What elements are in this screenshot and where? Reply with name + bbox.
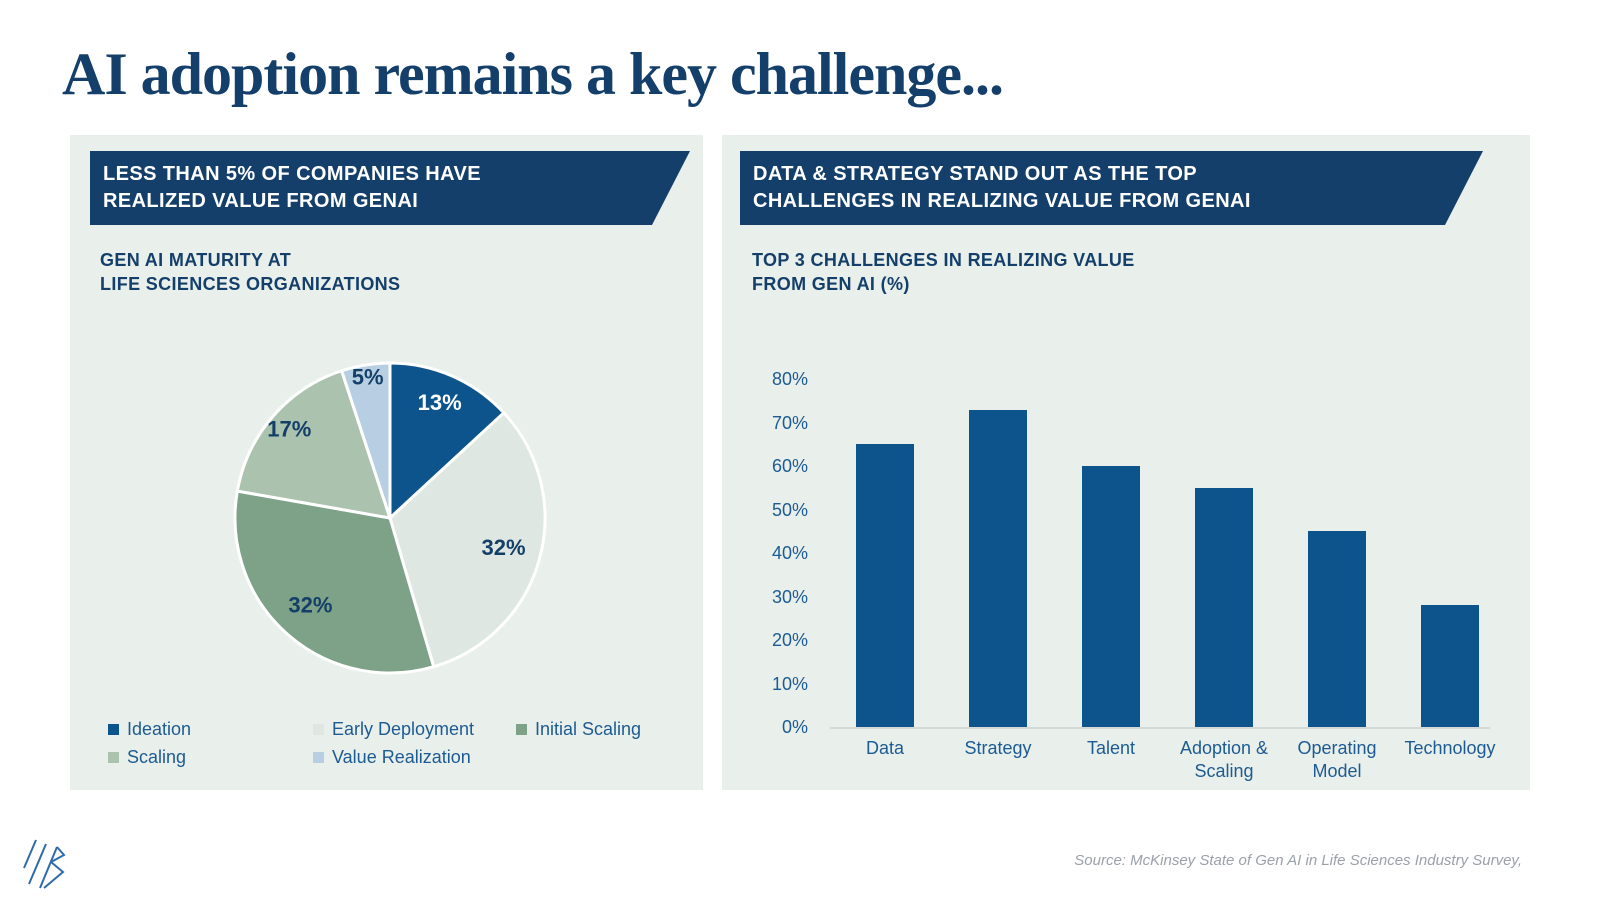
legend-label: Early Deployment [332,719,475,739]
bar-talent [1082,466,1140,727]
legend-label: Scaling [127,747,187,767]
right-panel: DATA & STRATEGY STAND OUT AS THE TOP CHA… [722,135,1530,790]
right-banner-line1: DATA & STRATEGY STAND OUT AS THE TOP [753,163,1198,185]
left-chart-subtitle-line1: GEN AI MATURITY AT [100,250,292,270]
y-axis-tick-70: 70% [771,412,808,433]
legend-item-value-realization: Value Realization [313,747,516,768]
bar-plot-area [830,379,1490,729]
y-axis-tick-60: 60% [771,456,808,476]
right-banner-line2: CHALLENGES IN REALIZING VALUE FROM GENAI [753,190,1251,212]
left-chart-subtitle: GEN AI MATURITY AT LIFE SCIENCES ORGANIZ… [100,248,400,296]
pie-slice-initial-scaling [233,489,436,675]
x-axis-label-strategy: Strategy [964,738,1032,758]
legend-swatch [313,724,324,735]
legend-item-early-deployment: Early Deployment [313,719,516,740]
pie-chart: 13% 32% 32% 17% 5% [233,361,547,675]
right-chart-subtitle: TOP 3 CHALLENGES IN REALIZING VALUE FROM… [752,248,1135,296]
y-axis-tick-20: 20% [771,630,808,650]
right-banner: DATA & STRATEGY STAND OUT AS THE TOP CHA… [740,151,1483,225]
x-axis-label-talent: Talent [1086,738,1136,758]
page-title: AI adoption remains a key challenge... [62,41,1004,107]
x-axis-label-operating-model: Operating Model [1297,738,1377,781]
legend-swatch [108,752,119,763]
legend-label: Ideation [127,719,192,739]
x-axis-label-adoption-scaling: Adoption & Scaling [1179,738,1269,781]
y-axis-tick-30: 30% [771,586,808,607]
legend-item-scaling: Scaling [108,747,313,768]
pie-label-5%: 5% [352,365,384,390]
pie-label-32%: 32% [481,535,525,560]
bar-operating-model [1308,531,1366,727]
legend-swatch [313,752,324,763]
y-axis-tick-40: 40% [771,543,808,563]
y-axis-tick-80: 80% [771,369,808,389]
left-banner: LESS THAN 5% OF COMPANIES HAVE REALIZED … [90,151,690,225]
left-chart-subtitle-line2: LIFE SCIENCES ORGANIZATIONS [100,274,401,294]
bar-data [856,444,914,727]
x-axis-label-data: Data [865,738,905,758]
bar-adoption-scaling [1195,487,1253,727]
logo-icon [23,839,66,889]
right-chart-subtitle-line1: TOP 3 CHALLENGES IN REALIZING VALUE [752,250,1135,270]
pie-legend: Ideation Early Deployment Initial Scaling S… [108,719,641,768]
y-axis-tick-10: 10% [771,673,808,694]
x-axis-label-technology: Technology [1404,738,1496,758]
pie-label-13%: 13% [418,390,462,415]
pie-slice-early-deployment [388,411,547,669]
pie-label-17%: 17% [267,417,311,442]
legend-label: Value Realization [332,747,471,767]
right-chart-subtitle-line2: FROM GEN AI (%) [752,274,910,294]
left-banner-line2: REALIZED VALUE FROM GENAI [103,190,419,212]
bar-technology [1421,605,1479,727]
left-panel: LESS THAN 5% OF COMPANIES HAVE REALIZED … [70,135,703,790]
source-note: Source: McKinsey State of Gen AI in Life… [1074,852,1522,869]
legend-item-ideation: Ideation [108,719,313,740]
legend-swatch [516,724,527,735]
legend-label: Initial Scaling [535,719,642,739]
pie-slice-scaling [235,369,392,520]
pie-slice-value-realization [340,361,392,520]
pie-label-32%: 32% [288,593,332,618]
left-banner-line1: LESS THAN 5% OF COMPANIES HAVE [103,163,481,185]
pie-slice-ideation [388,361,506,520]
y-axis-tick-0: 0% [781,717,808,737]
legend-item-initial-scaling: Initial Scaling [516,719,641,740]
y-axis-tick-50: 50% [771,499,808,520]
legend-swatch [108,724,119,735]
bar-strategy [969,409,1027,727]
